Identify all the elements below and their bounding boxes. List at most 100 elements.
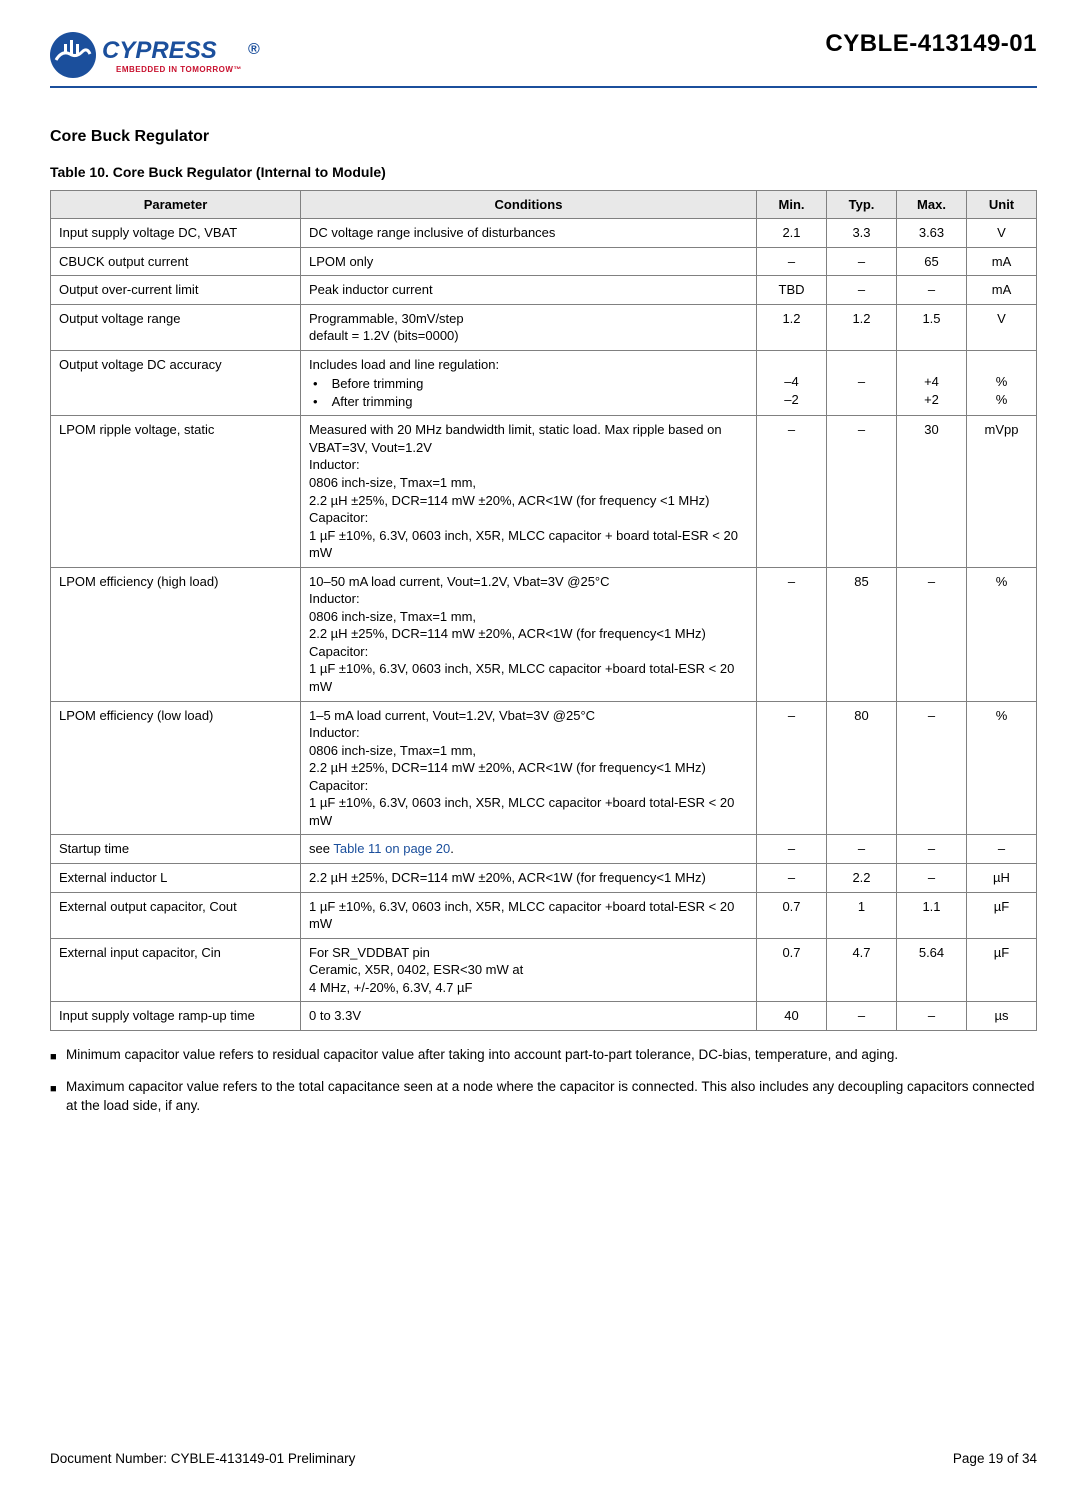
- cell-typ: –: [827, 350, 897, 416]
- cell-unit: V: [967, 304, 1037, 350]
- cell-unit: µF: [967, 938, 1037, 1002]
- table-row: Startup timesee Table 11 on page 20.––––: [51, 835, 1037, 864]
- table-row: LPOM efficiency (high load)10–50 mA load…: [51, 567, 1037, 701]
- col-header-parameter: Parameter: [51, 191, 301, 219]
- cell-typ: 4.7: [827, 938, 897, 1002]
- note-item: Maximum capacitor value refers to the to…: [50, 1077, 1037, 1116]
- page-footer: Document Number: CYBLE-413149-01 Prelimi…: [50, 1451, 1037, 1466]
- cell-min: 0.7: [757, 938, 827, 1002]
- cell-unit: mA: [967, 276, 1037, 305]
- square-bullet-icon: [50, 1077, 66, 1116]
- cell-unit: mA: [967, 247, 1037, 276]
- spec-table-body: Input supply voltage DC, VBATDC voltage …: [51, 219, 1037, 1031]
- cell-max: –: [897, 567, 967, 701]
- col-header-min: Min.: [757, 191, 827, 219]
- section-title: Core Buck Regulator: [50, 128, 1037, 146]
- cell-parameter: Output voltage range: [51, 304, 301, 350]
- cell-parameter: Input supply voltage DC, VBAT: [51, 219, 301, 248]
- cell-max: 1.1: [897, 892, 967, 938]
- col-header-max: Max.: [897, 191, 967, 219]
- cell-min: –4–2: [757, 350, 827, 416]
- document-code: CYBLE-413149-01: [825, 30, 1037, 58]
- cell-typ: 3.3: [827, 219, 897, 248]
- cell-max: 5.64: [897, 938, 967, 1002]
- cell-parameter: Input supply voltage ramp-up time: [51, 1002, 301, 1031]
- condition-bullet: After trimming: [309, 393, 748, 411]
- cell-conditions: Programmable, 30mV/stepdefault = 1.2V (b…: [301, 304, 757, 350]
- note-item: Minimum capacitor value refers to residu…: [50, 1045, 1037, 1065]
- cell-max: 30: [897, 416, 967, 567]
- footer-doc-number: Document Number: CYBLE-413149-01 Prelimi…: [50, 1451, 355, 1466]
- cell-conditions: 1 µF ±10%, 6.3V, 0603 inch, X5R, MLCC ca…: [301, 892, 757, 938]
- cell-conditions: DC voltage range inclusive of disturbanc…: [301, 219, 757, 248]
- cell-unit: µs: [967, 1002, 1037, 1031]
- cell-conditions: 1–5 mA load current, Vout=1.2V, Vbat=3V …: [301, 701, 757, 835]
- cell-typ: 2.2: [827, 863, 897, 892]
- cell-typ: 85: [827, 567, 897, 701]
- cell-unit: –: [967, 835, 1037, 864]
- cell-parameter: CBUCK output current: [51, 247, 301, 276]
- brand-logo: CYPRESS ® EMBEDDED IN TOMORROW™: [50, 30, 260, 82]
- cell-min: 1.2: [757, 304, 827, 350]
- col-header-unit: Unit: [967, 191, 1037, 219]
- cell-unit: %: [967, 701, 1037, 835]
- square-bullet-icon: [50, 1045, 66, 1065]
- cell-max: –: [897, 863, 967, 892]
- cell-min: 40: [757, 1002, 827, 1031]
- cell-parameter: Output over-current limit: [51, 276, 301, 305]
- cell-conditions: Measured with 20 MHz bandwidth limit, st…: [301, 416, 757, 567]
- spec-table-head: Parameter Conditions Min. Typ. Max. Unit: [51, 191, 1037, 219]
- cell-unit: V: [967, 219, 1037, 248]
- cell-max: –: [897, 276, 967, 305]
- cell-typ: –: [827, 247, 897, 276]
- cell-parameter: External inductor L: [51, 863, 301, 892]
- cell-min: –: [757, 701, 827, 835]
- cell-min: –: [757, 835, 827, 864]
- spec-table: Parameter Conditions Min. Typ. Max. Unit…: [50, 190, 1037, 1031]
- cell-parameter: Startup time: [51, 835, 301, 864]
- cell-max: +4+2: [897, 350, 967, 416]
- table-caption: Table 10. Core Buck Regulator (Internal …: [50, 164, 1037, 180]
- cell-min: 0.7: [757, 892, 827, 938]
- cell-typ: 80: [827, 701, 897, 835]
- cell-conditions: 2.2 µH ±25%, DCR=114 mW ±20%, ACR<1W (fo…: [301, 863, 757, 892]
- cell-typ: –: [827, 835, 897, 864]
- page-header: CYPRESS ® EMBEDDED IN TOMORROW™ CYBLE-41…: [50, 30, 1037, 82]
- col-header-conditions: Conditions: [301, 191, 757, 219]
- cell-conditions: Peak inductor current: [301, 276, 757, 305]
- cell-max: 3.63: [897, 219, 967, 248]
- cell-unit: µF: [967, 892, 1037, 938]
- cell-unit: µH: [967, 863, 1037, 892]
- cell-max: –: [897, 1002, 967, 1031]
- cell-conditions: Includes load and line regulation:Before…: [301, 350, 757, 416]
- cell-typ: 1: [827, 892, 897, 938]
- cell-typ: 1.2: [827, 304, 897, 350]
- cell-min: –: [757, 863, 827, 892]
- cell-typ: –: [827, 416, 897, 567]
- cell-parameter: Output voltage DC accuracy: [51, 350, 301, 416]
- condition-bullet: Before trimming: [309, 375, 748, 393]
- cell-conditions: see Table 11 on page 20.: [301, 835, 757, 864]
- table-row: LPOM efficiency (low load)1–5 mA load cu…: [51, 701, 1037, 835]
- cell-parameter: External input capacitor, Cin: [51, 938, 301, 1002]
- cell-unit: mVpp: [967, 416, 1037, 567]
- table-row: External input capacitor, CinFor SR_VDDB…: [51, 938, 1037, 1002]
- page: CYPRESS ® EMBEDDED IN TOMORROW™ CYBLE-41…: [0, 0, 1087, 1494]
- table-row: LPOM ripple voltage, staticMeasured with…: [51, 416, 1037, 567]
- header-rule: [50, 86, 1037, 88]
- cell-parameter: External output capacitor, Cout: [51, 892, 301, 938]
- cell-max: 1.5: [897, 304, 967, 350]
- cell-conditions: 0 to 3.3V: [301, 1002, 757, 1031]
- cell-conditions: 10–50 mA load current, Vout=1.2V, Vbat=3…: [301, 567, 757, 701]
- cross-reference-link[interactable]: Table 11 on page 20: [333, 841, 450, 856]
- table-row: Output voltage DC accuracyIncludes load …: [51, 350, 1037, 416]
- table-row: External output capacitor, Cout1 µF ±10%…: [51, 892, 1037, 938]
- logo-brand-text: CYPRESS: [102, 37, 217, 64]
- cell-conditions: LPOM only: [301, 247, 757, 276]
- cell-min: –: [757, 567, 827, 701]
- cell-typ: –: [827, 276, 897, 305]
- note-text: Maximum capacitor value refers to the to…: [66, 1077, 1037, 1116]
- cell-min: TBD: [757, 276, 827, 305]
- notes-block: Minimum capacitor value refers to residu…: [50, 1045, 1037, 1116]
- table-row: Output over-current limitPeak inductor c…: [51, 276, 1037, 305]
